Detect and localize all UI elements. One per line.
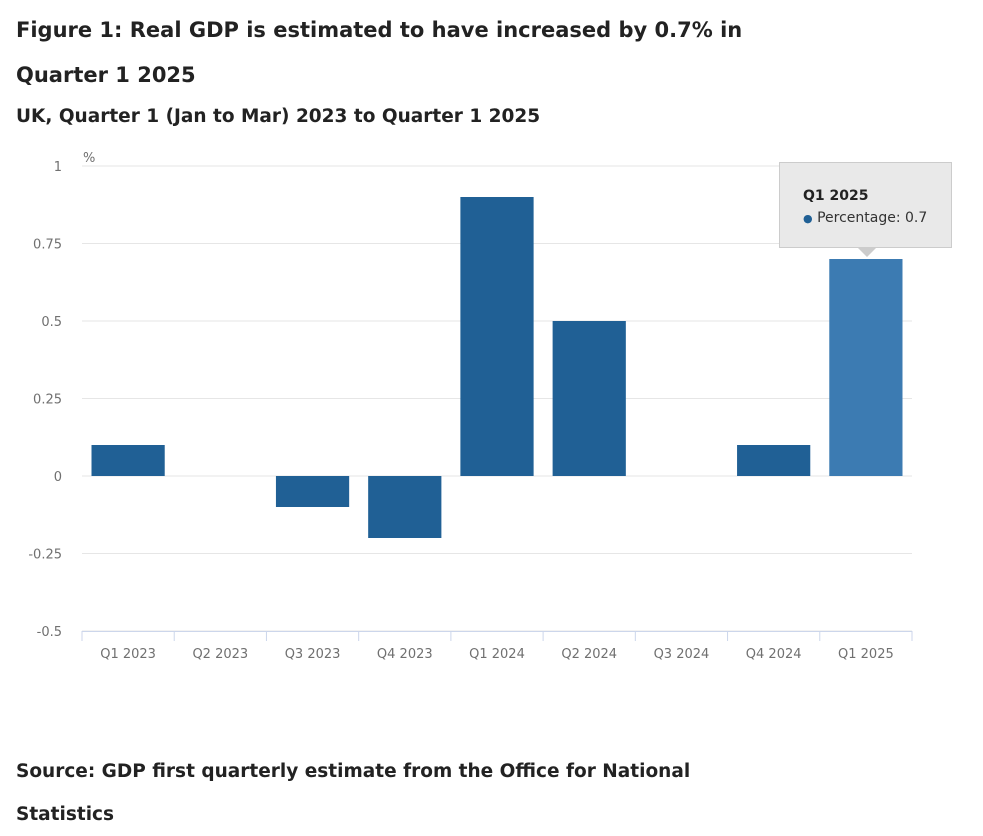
x-tick-label: Q4 2023 [377,647,433,662]
tooltip-arrow-icon [858,248,876,257]
source-note: Source: GDP first quarterly estimate fro… [16,761,691,825]
x-tick-label: Q1 2025 [838,647,894,662]
bar-q4-2023[interactable] [368,476,442,538]
bar-q1-2025[interactable] [829,259,903,476]
x-tick-label: Q1 2024 [469,647,525,662]
tooltip-category: Q1 2025 [803,188,869,204]
y-tick-label: 0 [54,470,62,485]
x-tick-label: Q3 2023 [285,647,341,662]
x-tick-label: Q2 2024 [561,647,617,662]
x-tick-label: Q4 2024 [746,647,802,662]
y-tick-label: 0.25 [33,393,62,408]
bar-q4-2024[interactable] [737,445,811,476]
series-dot-icon: ● [803,212,813,225]
x-tick-label: Q1 2023 [100,647,156,662]
y-tick-label: 1 [54,160,62,175]
tooltip-value: Percentage: 0.7 [817,210,928,226]
y-tick-label: 0.5 [41,315,62,330]
bar-q1-2023[interactable] [91,445,165,476]
bar-q3-2023[interactable] [275,476,350,507]
bar-q1-2024[interactable] [460,197,534,476]
figure-title: Figure 1: Real GDP is estimated to have … [16,18,743,87]
y-tick-label: 0.75 [33,238,62,253]
bar-q2-2024[interactable] [552,321,626,476]
y-axis-unit: % [83,151,95,166]
y-tick-label: -0.5 [37,625,62,640]
y-tick-label: -0.25 [28,548,62,563]
x-tick-label: Q3 2024 [654,647,710,662]
tooltip: Q1 2025 ● Percentage: 0.7 [779,162,952,248]
x-tick-label: Q2 2023 [192,647,248,662]
figure-subtitle: UK, Quarter 1 (Jan to Mar) 2023 to Quart… [16,106,541,127]
